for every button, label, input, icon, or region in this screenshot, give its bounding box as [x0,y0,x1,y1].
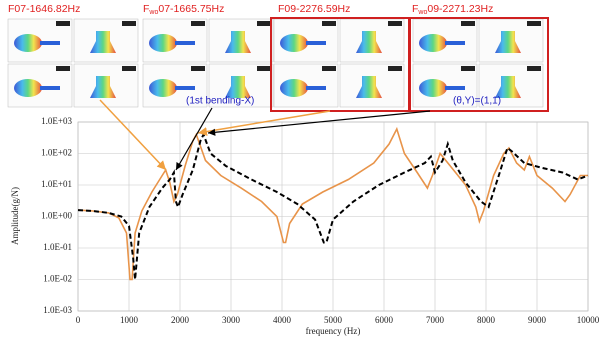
fea-header [527,21,541,26]
fea-shape [175,41,195,45]
annotation: F09-2276.59Hz [278,3,350,15]
fea-shape [14,34,42,52]
fea-shape [445,86,465,90]
fea-header [56,21,70,26]
y-tick-label: 1.0E+02 [41,148,72,158]
y-tick-label: 1.0E-03 [43,305,72,315]
fea-header [388,66,402,71]
x-tick-label: 3000 [222,315,241,325]
y-tick-label: 1.0E-01 [43,242,72,252]
fea-shape [149,34,177,52]
fea-header [257,21,271,26]
annotation: F07-1646.82Hz [8,3,80,15]
y-tick-label: 1.0E+01 [41,179,72,189]
y-tick-label: 1.0E-02 [43,274,72,284]
fea-shape [149,79,177,97]
fea-header [461,66,475,71]
fea-shape [14,79,42,97]
x-tick-label: 5000 [324,315,343,325]
x-tick-label: 2000 [171,315,190,325]
x-tick-label: 4000 [273,315,292,325]
chart: F07-1646.82Hz Fwo07-1665.75Hz F09-2276.5… [0,0,606,338]
x-tick-label: 6000 [375,315,394,325]
fea-shape [419,79,447,97]
fea-shape [306,41,326,45]
fea-shape [40,86,60,90]
x-tick-label: 1000 [120,315,139,325]
fea-shape [280,34,308,52]
fea-header [322,21,336,26]
fea-header [461,21,475,26]
fea-header [527,66,541,71]
fea-shape [175,86,195,90]
annotation: Fwo07-1665.75Hz [143,3,224,16]
y-axis-label: Amplitude(g/N) [10,187,20,245]
fea-header [257,66,271,71]
x-tick-label: 10000 [577,315,600,325]
fea-header [56,66,70,71]
x-tick-label: 8000 [477,315,496,325]
y-tick-label: 1.0E+00 [41,211,72,221]
fea-header [122,66,136,71]
x-tick-label: 0 [76,315,81,325]
fea-header [122,21,136,26]
annotation: (1st bending-X) [186,96,254,107]
fea-header [388,21,402,26]
y-tick-label: 1.0E+03 [41,116,72,126]
x-axis-label: frequency (Hz) [306,326,361,336]
fea-shape [419,34,447,52]
fea-shape [306,86,326,90]
fea-shape [445,41,465,45]
fea-header [191,21,205,26]
fea-shape [40,41,60,45]
plot-area: 1.0E-03 1.0E-02 1.0E-01 1.0E+00 1.0E+01 1.0E+… [41,116,600,325]
annotation: Fwo09-2271.23Hz [412,3,493,16]
fea-shape [280,79,308,97]
fea-header [322,66,336,71]
x-tick-label: 7000 [426,315,445,325]
annotation: (θ,Y)=(1,1) [453,96,501,107]
fea-images [8,19,543,107]
arrow [100,100,166,170]
x-tick-label: 9000 [528,315,547,325]
fea-header [191,66,205,71]
